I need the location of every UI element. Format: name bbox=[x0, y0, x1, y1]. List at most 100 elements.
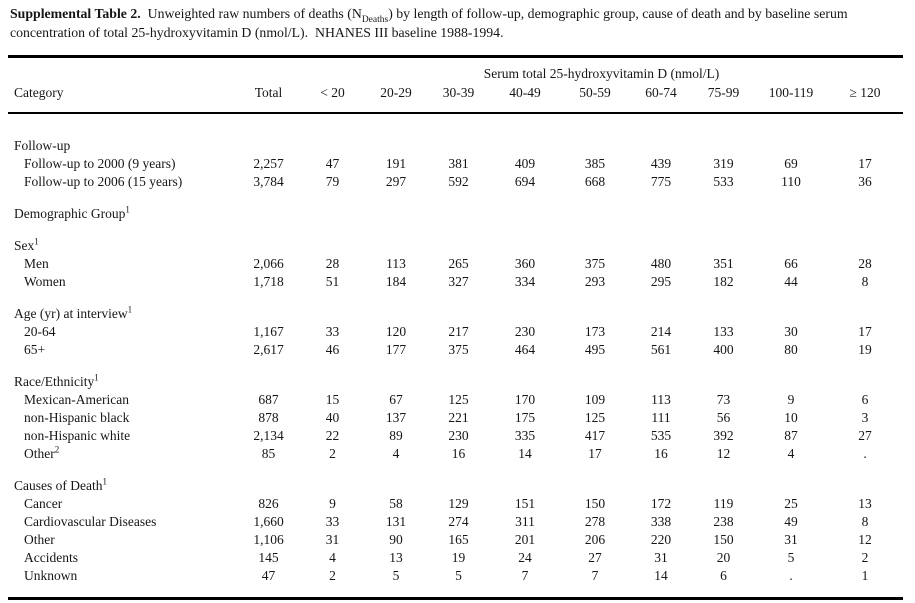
cell-value: 385 bbox=[584, 156, 606, 171]
row-label: Demographic Group1 bbox=[14, 204, 130, 221]
table-caption: Supplemental Table 2. Unweighted raw num… bbox=[10, 4, 894, 42]
cell-value: 109 bbox=[584, 392, 606, 407]
cell-value: 90 bbox=[389, 532, 403, 547]
column-header-100-119: 100-119 bbox=[755, 82, 827, 114]
cell-value: 392 bbox=[713, 428, 734, 443]
cell-value: 495 bbox=[584, 342, 606, 357]
cell-value: 46 bbox=[325, 342, 340, 357]
cell-value: 592 bbox=[448, 174, 469, 189]
cell-value: 113 bbox=[386, 256, 406, 271]
cell-value: 129 bbox=[448, 496, 469, 511]
cell-value: 335 bbox=[514, 428, 536, 443]
cell-value: 293 bbox=[584, 274, 606, 289]
row-label: Cancer bbox=[24, 496, 63, 511]
cell-value: 319 bbox=[713, 156, 734, 171]
cell-value: 694 bbox=[514, 174, 536, 189]
cell-value: 19 bbox=[858, 342, 872, 357]
cell-value: 31 bbox=[784, 532, 798, 547]
row-label: Follow-up bbox=[14, 138, 71, 153]
cell-value: 9 bbox=[329, 496, 336, 511]
section-row: Demographic Group1 bbox=[8, 191, 903, 223]
cell-value: 295 bbox=[650, 274, 672, 289]
cell-value: 5 bbox=[455, 568, 462, 583]
cell-value: 7 bbox=[591, 568, 599, 583]
cell-value: 191 bbox=[385, 156, 407, 171]
cell-value: 125 bbox=[584, 410, 606, 425]
row-label: Race/Ethnicity1 bbox=[14, 372, 99, 389]
cell-value: 297 bbox=[385, 174, 407, 189]
cell-value: 409 bbox=[514, 156, 536, 171]
cell-value: 47 bbox=[325, 156, 340, 171]
cell-value: 201 bbox=[514, 532, 536, 547]
table-caption-label: Supplemental Table 2. bbox=[10, 6, 141, 21]
table-row: Accidents 145 4 13 19 24 27 31 20 5 2 bbox=[8, 549, 903, 567]
cell-value: 79 bbox=[325, 174, 340, 189]
row-label: Cardiovascular Diseases bbox=[24, 514, 157, 529]
row-label: non-Hispanic black bbox=[24, 410, 130, 425]
row-label: 20-64 bbox=[24, 324, 56, 339]
cell-value: 417 bbox=[584, 428, 606, 443]
cell-value: 49 bbox=[784, 514, 798, 529]
cell-value: 6 bbox=[861, 392, 869, 407]
cell-value: 17 bbox=[858, 324, 872, 339]
group-header: Serum total 25-hydroxyvitamin D (nmol/L) bbox=[483, 66, 720, 81]
row-label: Accidents bbox=[24, 550, 78, 565]
cell-value: 1,660 bbox=[253, 514, 284, 529]
table-row: 65+ 2,617 46 177 375 464 495 561 400 80 19 bbox=[8, 341, 903, 359]
row-label: Women bbox=[24, 274, 66, 289]
table-caption-text-after-sub: ) by length of follow-up, demographic gr… bbox=[10, 6, 852, 40]
cell-value: 47 bbox=[261, 568, 276, 583]
table-caption-text-before-sub: Unweighted raw numbers of deaths (N bbox=[140, 6, 362, 21]
cell-value: 16 bbox=[451, 446, 466, 461]
cell-value: 16 bbox=[654, 446, 668, 461]
cell-value: 28 bbox=[325, 256, 340, 271]
cell-value: 44 bbox=[784, 274, 798, 289]
column-header-gte120: ≥ 120 bbox=[827, 82, 904, 114]
row-label: Causes of Death1 bbox=[14, 476, 107, 493]
cell-value: 89 bbox=[389, 428, 403, 443]
cell-value: 120 bbox=[385, 324, 407, 339]
cell-value: 2 bbox=[329, 446, 336, 461]
cell-value: 12 bbox=[716, 446, 731, 461]
cell-value: 480 bbox=[650, 256, 672, 271]
cell-value: 439 bbox=[650, 156, 672, 171]
cell-value: 27 bbox=[858, 428, 872, 443]
cell-value: 4 bbox=[329, 550, 336, 565]
cell-value: 31 bbox=[654, 550, 668, 565]
cell-value: 533 bbox=[713, 174, 734, 189]
cell-value: 173 bbox=[584, 324, 606, 339]
cell-value: 230 bbox=[514, 324, 536, 339]
cell-value: 170 bbox=[514, 392, 536, 407]
row-label: non-Hispanic white bbox=[24, 428, 131, 443]
cell-value: 220 bbox=[650, 532, 672, 547]
cell-value: 375 bbox=[584, 256, 606, 271]
cell-value: 2 bbox=[329, 568, 336, 583]
cell-value: 13 bbox=[858, 496, 872, 511]
cell-value: 56 bbox=[716, 410, 731, 425]
cell-value: 206 bbox=[584, 532, 606, 547]
cell-value: 150 bbox=[713, 532, 734, 547]
table-row: 20-64 1,167 33 120 217 230 173 214 133 30 17 bbox=[8, 323, 903, 341]
group-header-row: Serum total 25-hydroxyvitamin D (nmol/L) bbox=[8, 57, 903, 83]
cell-value: 111 bbox=[651, 410, 671, 425]
section-row: Race/Ethnicity1 bbox=[8, 359, 903, 391]
cell-value: 8 bbox=[861, 514, 869, 529]
cell-value: 17 bbox=[588, 446, 602, 461]
table-row: non-Hispanic white 2,134 22 89 230 335 417 535 3… bbox=[8, 427, 903, 445]
column-header-75-99: 75-99 bbox=[692, 82, 755, 114]
cell-value: 338 bbox=[650, 514, 672, 529]
table-row: Other2 85 2 4 16 14 17 16 12 4. bbox=[8, 445, 903, 463]
column-header-total: Total bbox=[237, 82, 300, 114]
cell-value: 7 bbox=[521, 568, 529, 583]
cell-value: 28 bbox=[858, 256, 872, 271]
column-header-row: Category Total < 20 20-29 30-39 40-49 50… bbox=[8, 82, 904, 114]
column-header-lt20: < 20 bbox=[300, 82, 365, 114]
cell-value: 1,106 bbox=[253, 532, 284, 547]
cell-value: 2,617 bbox=[253, 342, 284, 357]
cell-value: 4 bbox=[392, 446, 400, 461]
cell-value: 6 bbox=[720, 568, 727, 583]
cell-value: 9 bbox=[787, 392, 795, 407]
cell-value: 184 bbox=[385, 274, 407, 289]
cell-value: 687 bbox=[258, 392, 279, 407]
